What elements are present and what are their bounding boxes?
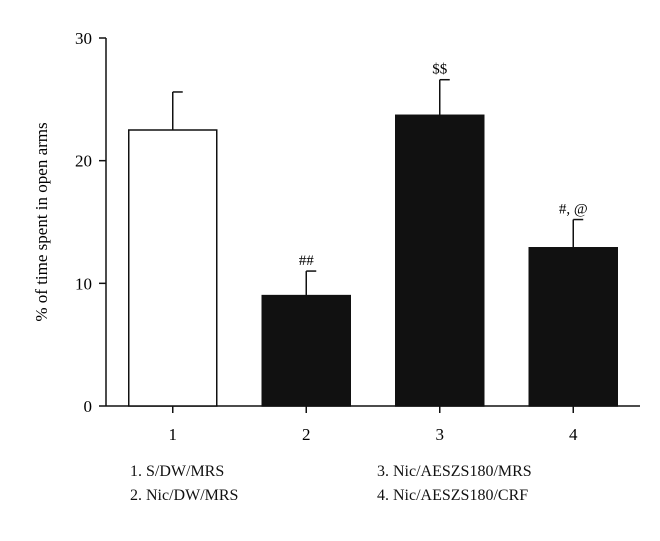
y-tick-label-0: 0 [84, 397, 93, 416]
bar-1 [128, 129, 218, 407]
x-tick-label-1: 1 [169, 425, 178, 444]
bar-3 [395, 114, 485, 407]
bar-annotations: ## $$ #, @ [299, 62, 588, 269]
legend-right: 3. Nic/AESZS180/MRS 4. Nic/AESZS180/CRF [377, 460, 532, 508]
bars [128, 114, 618, 407]
y-tick-label-10: 10 [75, 274, 92, 293]
x-tick-label-3: 3 [436, 425, 445, 444]
error-bars [172, 78, 584, 296]
annotation-3: $$ [432, 62, 448, 78]
y-tick-label-30: 30 [75, 29, 92, 48]
legend-left: 1. S/DW/MRS 2. Nic/DW/MRS [130, 460, 238, 508]
x-tick-label-2: 2 [302, 425, 311, 444]
bar-4 [528, 247, 618, 407]
bar-2 [261, 294, 351, 407]
y-tick-label-20: 20 [75, 152, 92, 171]
legend-item-2: 2. Nic/DW/MRS [130, 487, 239, 504]
annotation-2: ## [299, 253, 315, 269]
annotation-4: #, @ [559, 202, 588, 218]
legend-item-4: 4. Nic/AESZS180/CRF [377, 487, 529, 504]
tick-labels: 0 10 20 30 1 2 3 4 [75, 29, 578, 444]
x-tick-label-4: 4 [569, 425, 578, 444]
legend-item-3: 3. Nic/AESZS180/MRS [377, 463, 532, 480]
y-axis-label: % of time spent in open arms [32, 122, 51, 321]
legend-item-1: 1. S/DW/MRS [130, 463, 225, 480]
